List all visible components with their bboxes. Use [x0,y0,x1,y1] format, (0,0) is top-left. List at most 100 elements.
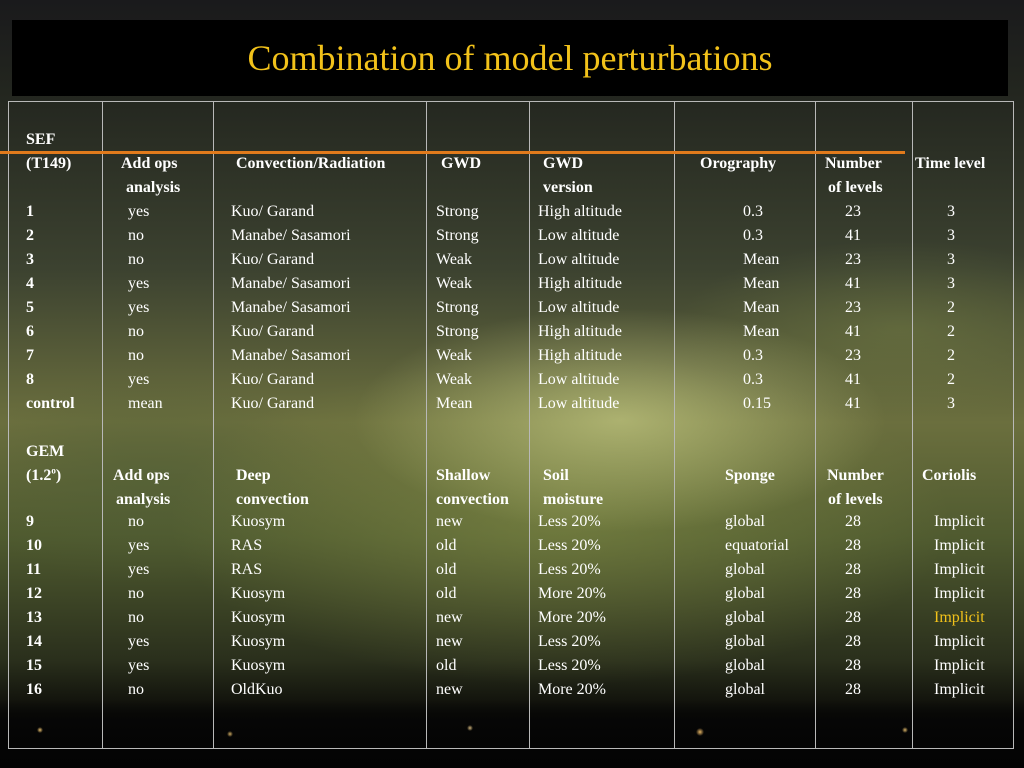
cell-coriolis: Implicit [934,585,985,602]
cell-levels: 28 [845,561,861,578]
cell-soil-moisture: Less 20% [538,513,601,530]
cell-sponge: global [725,657,765,674]
cell-shallow-convection: old [436,537,457,554]
cell-sponge: global [725,681,765,698]
cell-add-ops: no [128,585,144,602]
cell-orography: 0.3 [743,227,763,244]
horizon-lights [0,722,1024,752]
cell-shallow-convection: old [436,585,457,602]
cell-gwd: Weak [436,275,473,292]
header-convection-radiation: Convection/Radiation [236,155,386,172]
cell-member-id: 6 [26,323,34,340]
header-gwd-version: GWD [543,155,583,172]
sef-resolution: (T149) [26,155,72,172]
cell-levels: 28 [845,681,861,698]
header-number: Number [827,467,884,484]
header-analysis: analysis [116,491,171,508]
gem-resolution: (1.2o) [26,465,62,484]
cell-gwd-version: High altitude [538,275,622,292]
cell-shallow-convection: old [436,657,457,674]
cell-coriolis: Implicit [934,513,985,530]
cell-levels: 41 [845,371,861,388]
header-analysis: analysis [126,179,181,196]
cell-add-ops: mean [128,395,163,412]
cell-orography: 0.3 [743,347,763,364]
cell-gwd: Mean [436,395,473,412]
cell-add-ops: no [128,347,144,364]
cell-member-id: 10 [26,537,42,554]
cell-convection: Manabe/ Sasamori [231,299,351,316]
cell-shallow-convection: new [436,513,463,530]
cell-gwd: Weak [436,347,473,364]
cell-member-id: control [26,395,75,412]
cell-add-ops: no [128,323,144,340]
cell-gwd-version: Low altitude [538,227,620,244]
gem-label: GEM [26,443,65,460]
header-gwd: GWD [441,155,481,172]
cell-convection: Kuo/ Garand [231,371,315,388]
cell-deep-convection: Kuosym [231,513,286,530]
cell-time-level: 3 [947,251,955,268]
cell-add-ops: yes [128,203,150,220]
header-coriolis: Coriolis [922,467,977,484]
cell-gwd-version: Low altitude [538,395,620,412]
cell-gwd: Strong [436,323,479,340]
title-bar: Combination of model perturbations [12,20,1008,96]
column-divider [674,101,675,749]
cell-soil-moisture: More 20% [538,585,606,602]
cell-add-ops: yes [128,561,150,578]
cell-member-id: 2 [26,227,34,244]
cell-deep-convection: Kuosym [231,585,286,602]
header-soil: Soil [543,467,569,484]
cell-member-id: 4 [26,275,34,292]
cell-soil-moisture: Less 20% [538,561,601,578]
cell-soil-moisture: Less 20% [538,537,601,554]
cell-gwd-version: High altitude [538,323,622,340]
cell-orography: Mean [743,299,780,316]
cell-levels: 28 [845,537,861,554]
cell-member-id: 3 [26,251,34,268]
cell-member-id: 16 [26,681,42,698]
cell-time-level: 2 [947,371,955,388]
column-divider [102,101,103,749]
cell-coriolis: Implicit [934,657,985,674]
cell-sponge: global [725,585,765,602]
cell-orography: 0.3 [743,203,763,220]
cell-soil-moisture: Less 20% [538,633,601,650]
cell-gwd: Strong [436,299,479,316]
cell-levels: 28 [845,585,861,602]
cell-add-ops: yes [128,633,150,650]
cell-gwd: Weak [436,371,473,388]
cell-orography: 0.15 [743,395,771,412]
cell-add-ops: yes [128,371,150,388]
cell-levels: 23 [845,203,861,220]
column-divider [912,101,913,749]
cell-gwd: Strong [436,227,479,244]
header-add-ops: Add ops [113,467,170,484]
column-divider [213,101,214,749]
cell-convection: Kuo/ Garand [231,323,315,340]
cell-convection: Kuo/ Garand [231,251,315,268]
cell-soil-moisture: More 20% [538,681,606,698]
cell-add-ops: yes [128,657,150,674]
cell-add-ops: yes [128,275,150,292]
cell-add-ops: no [128,513,144,530]
cell-time-level: 2 [947,299,955,316]
cell-member-id: 5 [26,299,34,316]
cell-orography: Mean [743,323,780,340]
cell-sponge: global [725,513,765,530]
cell-coriolis: Implicit [934,561,985,578]
cell-shallow-convection: new [436,609,463,626]
cell-levels: 28 [845,633,861,650]
cell-levels: 28 [845,513,861,530]
cell-deep-convection: OldKuo [231,681,283,698]
cell-orography: Mean [743,275,780,292]
cell-sponge: equatorial [725,537,789,554]
cell-coriolis: Implicit [934,609,985,626]
cell-member-id: 7 [26,347,34,364]
slide-title: Combination of model perturbations [247,38,773,78]
cell-levels: 41 [845,395,861,412]
cell-orography: Mean [743,251,780,268]
cell-sponge: global [725,633,765,650]
cell-coriolis: Implicit [934,681,985,698]
